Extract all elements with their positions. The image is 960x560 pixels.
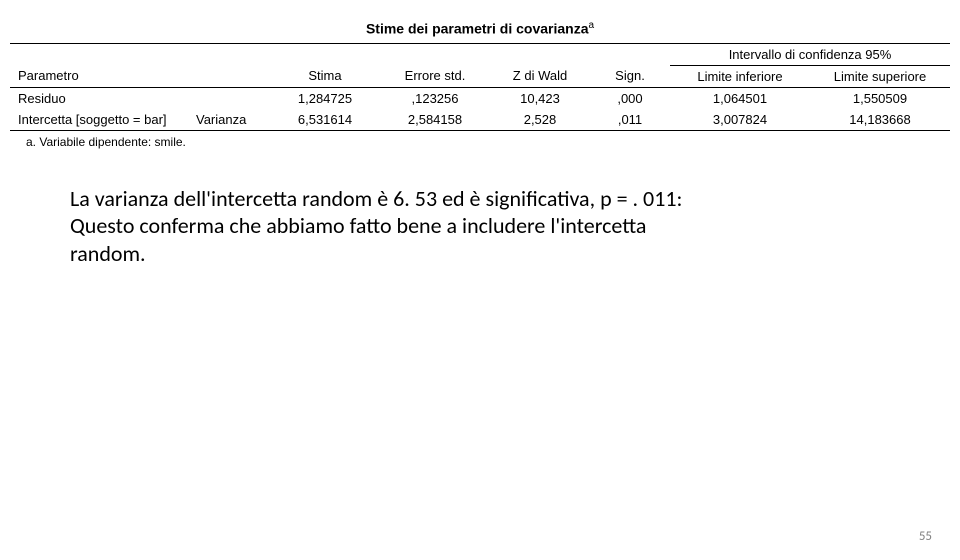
- table-title-text: Stime dei parametri di covarianza: [366, 21, 589, 37]
- cell-ci-high: 14,183668: [810, 109, 950, 131]
- cell-z: 10,423: [490, 87, 590, 109]
- commentary-line: random.: [70, 240, 146, 267]
- col-header-stima: Stima: [270, 65, 380, 87]
- cell-errore: ,123256: [380, 87, 490, 109]
- covariance-table-block: Stime dei parametri di covarianzaa Inter…: [10, 20, 950, 149]
- ci-group-header: Intervallo di confidenza 95%: [670, 43, 950, 65]
- commentary-line: Questo conferma che abbiamo fatto bene a…: [70, 212, 646, 239]
- table-footnote: a. Variabile dipendente: smile.: [10, 131, 950, 149]
- row-sublabel: Varianza: [190, 109, 270, 131]
- page-number: 55: [919, 529, 932, 544]
- col-header-ci-high: Limite superiore: [810, 65, 950, 87]
- row-label: Residuo: [10, 87, 190, 109]
- cell-sign: ,000: [590, 87, 670, 109]
- col-header-param: Parametro: [10, 65, 190, 87]
- table-title-sup: a: [588, 20, 594, 31]
- col-header-sign: Sign.: [590, 65, 670, 87]
- cell-sign: ,011: [590, 109, 670, 131]
- commentary-text: La varianza dell'intercetta random è 6. …: [70, 185, 890, 268]
- cell-ci-low: 3,007824: [670, 109, 810, 131]
- col-header-z: Z di Wald: [490, 65, 590, 87]
- header-row-2: Parametro Stima Errore std. Z di Wald Si…: [10, 65, 950, 87]
- col-header-errore: Errore std.: [380, 65, 490, 87]
- table-row: Residuo 1,284725 ,123256 10,423 ,000 1,0…: [10, 87, 950, 109]
- cell-z: 2,528: [490, 109, 590, 131]
- cell-stima: 6,531614: [270, 109, 380, 131]
- table-row: Intercetta [soggetto = bar] Varianza 6,5…: [10, 109, 950, 131]
- row-sublabel: [190, 87, 270, 109]
- header-row-1: Intervallo di confidenza 95%: [10, 43, 950, 65]
- cell-ci-low: 1,064501: [670, 87, 810, 109]
- cell-stima: 1,284725: [270, 87, 380, 109]
- commentary-line: La varianza dell'intercetta random è 6. …: [70, 185, 682, 212]
- row-label: Intercetta [soggetto = bar]: [10, 109, 190, 131]
- cell-errore: 2,584158: [380, 109, 490, 131]
- cell-ci-high: 1,550509: [810, 87, 950, 109]
- covariance-table: Intervallo di confidenza 95% Parametro S…: [10, 43, 950, 131]
- table-title: Stime dei parametri di covarianzaa: [10, 20, 950, 37]
- col-header-ci-low: Limite inferiore: [670, 65, 810, 87]
